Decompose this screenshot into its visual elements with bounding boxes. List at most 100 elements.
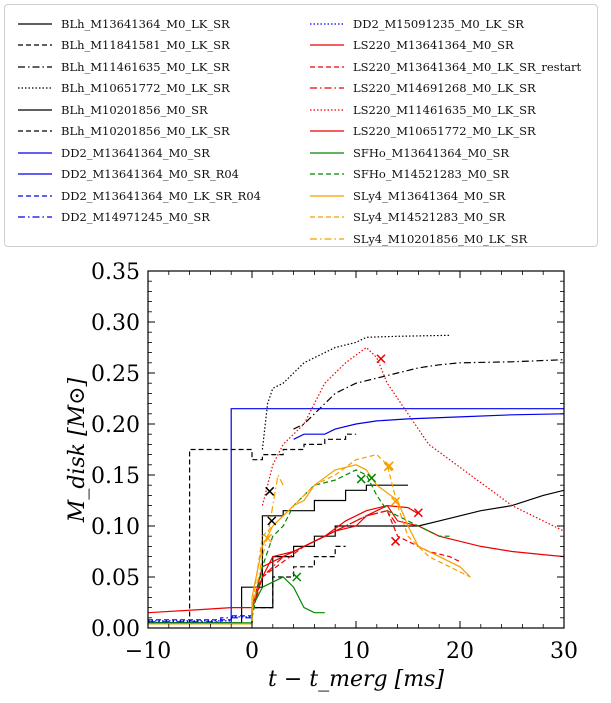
legend-swatch: [310, 87, 344, 89]
x-tick-label: 30: [550, 639, 578, 664]
series-line: [261, 334, 450, 450]
series-line: [251, 453, 471, 608]
marker-layer: [263, 354, 423, 582]
legend-entry: SLy4_M13641364_M0_SR: [309, 185, 581, 207]
x-tick-label: 20: [446, 639, 474, 664]
legend-swatch: [18, 195, 52, 197]
legend-swatch: [18, 44, 52, 46]
legend-label: SLy4_M14521283_M0_SR: [353, 210, 506, 225]
legend-swatch: [18, 23, 52, 25]
legend-swatch: [310, 44, 344, 46]
legend-swatch: [310, 66, 344, 68]
legend-label: SFHo_M14521283_M0_SR: [353, 167, 509, 182]
merger-marker: [390, 496, 401, 507]
legend-swatch: [18, 130, 52, 132]
y-tick-label: 0.00: [91, 617, 140, 642]
legend-label: BLh_M10201856_M0_SR: [61, 102, 208, 117]
legend-swatch: [310, 173, 344, 175]
merger-marker: [390, 536, 401, 546]
legend-entry: DD2_M14971245_M0_SR: [17, 207, 261, 229]
legend-entry: LS220_M13641364_M0_SR: [309, 35, 581, 57]
legend-entry: SFHo_M14521283_M0_SR: [309, 164, 581, 186]
legend-entry: DD2_M13641364_M0_SR_R04: [17, 164, 261, 186]
legend-swatch: [310, 216, 344, 218]
legend-entry: BLh_M13641364_M0_LK_SR: [17, 13, 261, 35]
legend-swatch: [310, 109, 344, 111]
x-axis-title: t − t_merg [ms]: [268, 667, 444, 692]
legend-swatch: [310, 238, 344, 240]
series-line: [293, 413, 564, 440]
legend-label: DD2_M15091235_M0_LK_SR: [353, 16, 524, 31]
legend-label: BLh_M11461635_M0_LK_SR: [61, 59, 230, 74]
legend-label: LS220_M11461635_M0_LK_SR: [353, 102, 536, 117]
legend-swatch: [18, 66, 52, 68]
legend-label: BLh_M13641364_M0_LK_SR: [61, 16, 230, 31]
legend-label: BLh_M10651772_M0_LK_SR: [61, 81, 230, 96]
legend-swatch: [18, 152, 52, 154]
series-line: [251, 469, 450, 618]
legend-label: DD2_M14971245_M0_SR: [61, 210, 210, 225]
legend-entry: BLh_M10201856_M0_SR: [17, 99, 261, 121]
merger-marker: [376, 354, 386, 364]
series-line: [148, 464, 471, 625]
merger-marker: [267, 516, 277, 526]
merger-marker: [292, 572, 302, 582]
legend-label: SLy4_M13641364_M0_SR: [353, 188, 506, 203]
legend-label: DD2_M13641364_M0_SR_R04: [61, 167, 239, 182]
legend-entry: SLy4_M14521283_M0_SR: [309, 207, 581, 229]
series-line: [251, 545, 346, 623]
series-line: [148, 484, 408, 624]
legend-column-left: BLh_M13641364_M0_LK_SR BLh_M11841581_M0_L…: [17, 13, 261, 228]
y-tick-label: 0.05: [91, 566, 140, 591]
series-line: [148, 615, 252, 621]
legend-label: DD2_M13641364_M0_SR: [61, 145, 210, 160]
y-tick-label: 0.15: [91, 464, 140, 489]
y-tick-label: 0.20: [91, 413, 140, 438]
legend-entry: BLh_M10651772_M0_LK_SR: [17, 78, 261, 100]
legend-swatch: [18, 216, 52, 218]
legend-label: LS220_M13641364_M0_SR: [353, 38, 514, 53]
legend-entry: DD2_M13641364_M0_SR: [17, 142, 261, 164]
ticks-layer: −10 0 10 20 30 0.00 0.05 0.10 0.15 0.20 0.25 0.30 0.…: [91, 260, 578, 664]
legend-entry: BLh_M11461635_M0_LK_SR: [17, 56, 261, 78]
legend-swatch: [18, 109, 52, 111]
series-line: [251, 509, 461, 608]
legend-entry: BLh_M10201856_M0_LK_SR: [17, 121, 261, 143]
merger-marker: [263, 533, 273, 543]
merger-marker: [384, 461, 394, 471]
legend-entry: LS220_M14691268_M0_LK_SR: [309, 78, 581, 100]
legend-swatch: [310, 23, 344, 25]
series-line: [148, 504, 564, 614]
y-tick-label: 0.30: [91, 311, 140, 336]
merger-marker: [413, 508, 423, 518]
legend-swatch: [310, 130, 344, 132]
chart: −10 0 10 20 30 0.00 0.05 0.10 0.15 0.20 0.25 0.30 0.…: [65, 260, 578, 692]
legend-label: BLh_M10201856_M0_LK_SR: [61, 124, 230, 139]
series-line: [293, 359, 564, 430]
series-line: [148, 616, 252, 622]
y-axis-title: M_disk [M⊙]: [65, 377, 90, 523]
legend-entry: DD2_M13641364_M0_LK_SR_R04: [17, 185, 261, 207]
merger-marker: [367, 473, 377, 483]
legend-entry: SFHo_M13641364_M0_SR: [309, 142, 581, 164]
legend-label: SLy4_M10201856_M0_LK_SR: [353, 231, 528, 246]
legend: BLh_M13641364_M0_LK_SR BLh_M11841581_M0_L…: [4, 4, 598, 247]
legend-label: LS220_M14691268_M0_LK_SR: [353, 81, 536, 96]
series-layer: [148, 334, 564, 625]
x-tick-label: 0: [245, 639, 259, 664]
legend-label: LS220_M13641364_M0_LK_SR_restart: [353, 59, 582, 74]
legend-entry: SLy4_M10201856_M0_LK_SR: [309, 228, 581, 250]
legend-entry: LS220_M11461635_M0_LK_SR: [309, 99, 581, 121]
legend-label: SFHo_M13641364_M0_SR: [353, 145, 509, 160]
legend-swatch: [310, 195, 344, 197]
legend-label: BLh_M11841581_M0_LK_SR: [61, 38, 230, 53]
x-tick-label: −10: [125, 639, 171, 664]
merger-marker: [265, 486, 275, 496]
y-tick-label: 0.10: [91, 515, 140, 540]
legend-entry: BLh_M11841581_M0_LK_SR: [17, 35, 261, 57]
legend-swatch: [18, 87, 52, 89]
legend-entry: DD2_M15091235_M0_LK_SR: [309, 13, 581, 35]
legend-entry: LS220_M10651772_M0_LK_SR: [309, 121, 581, 143]
legend-swatch: [18, 173, 52, 175]
y-tick-label: 0.25: [91, 362, 140, 387]
